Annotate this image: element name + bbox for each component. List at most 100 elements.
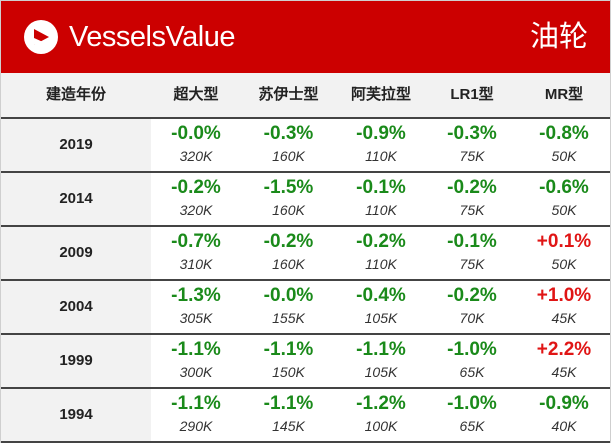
column-header: LR1型	[450, 86, 494, 103]
value-cell: -0.2% 70K	[426, 281, 518, 333]
header-banner: VesselsValue 油轮	[1, 1, 610, 73]
build-year-cell: 1999	[1, 335, 151, 387]
value-amount: 105K	[364, 364, 398, 380]
value-amount: 305K	[179, 310, 213, 326]
build-year-cell: 2009	[1, 227, 151, 279]
value-cell: -0.8% 50K	[518, 119, 610, 171]
value-amount: 290K	[179, 418, 213, 434]
vessel-category-title: 油轮	[529, 21, 588, 53]
percent-change: -1.3%	[171, 285, 221, 306]
value-amount: 75K	[459, 202, 485, 218]
value-cell: -0.9% 110K	[336, 119, 426, 171]
value-amount: 40K	[551, 418, 577, 434]
percent-change: -1.1%	[263, 393, 314, 414]
percent-change: -1.2%	[356, 393, 406, 414]
percent-change: -0.3%	[447, 123, 497, 144]
value-cell: -0.1% 110K	[336, 173, 426, 225]
table-row: 2014 -0.2% 320K -1.5% 160K -0.1% 110K -0.2% 75K -…	[1, 173, 610, 227]
value-cell: -1.1% 105K	[336, 335, 426, 387]
percent-change: -0.2%	[356, 231, 406, 252]
percent-change: -0.2%	[447, 285, 497, 306]
value-amount: 45K	[551, 364, 577, 380]
percent-change: -0.3%	[263, 123, 314, 144]
build-year-cell: 2014	[1, 173, 151, 225]
brand-name: VesselsValue	[69, 21, 235, 53]
value-amount: 50K	[551, 256, 577, 272]
value-amount: 160K	[272, 202, 305, 218]
percent-change: -1.1%	[356, 339, 406, 360]
column-header: 阿芙拉型	[350, 86, 411, 103]
table-row: 1999 -1.1% 300K -1.1% 150K -1.1% 105K -1.0% 65K +…	[1, 335, 610, 389]
value-cell: -0.1% 75K	[426, 227, 518, 279]
value-amount: 155K	[272, 310, 305, 326]
value-amount: 105K	[364, 310, 398, 326]
percent-change: -0.8%	[539, 123, 589, 144]
value-amount: 160K	[272, 256, 305, 272]
percent-change: -1.1%	[171, 339, 221, 360]
value-cell: -0.0% 155K	[241, 281, 336, 333]
percent-change: -0.9%	[356, 123, 406, 144]
percent-change: -1.5%	[263, 177, 314, 198]
value-amount: 145K	[272, 418, 305, 434]
percent-change: -0.1%	[356, 177, 406, 198]
build-year-cell: 1994	[1, 389, 151, 441]
value-cell: -0.7% 310K	[151, 227, 241, 279]
value-cell: -0.0% 320K	[151, 119, 241, 171]
percent-change: -1.1%	[263, 339, 314, 360]
build-year-cell: 2004	[1, 281, 151, 333]
value-cell: -1.1% 150K	[241, 335, 336, 387]
percent-change: -0.6%	[539, 177, 589, 198]
value-cell: +2.2% 45K	[518, 335, 610, 387]
value-amount: 50K	[551, 148, 577, 164]
value-amount: 110K	[365, 202, 397, 218]
value-cell: -0.3% 75K	[426, 119, 518, 171]
build-year-header: 建造年份	[45, 86, 106, 103]
percent-change: +0.1%	[536, 231, 592, 252]
percent-change: -0.7%	[171, 231, 221, 252]
value-amount: 65K	[459, 364, 485, 380]
value-amount: 50K	[551, 202, 577, 218]
value-amount: 65K	[459, 418, 485, 434]
value-cell: -1.1% 145K	[241, 389, 336, 441]
value-cell: -1.5% 160K	[241, 173, 336, 225]
percent-change: -0.2%	[263, 231, 314, 252]
percent-change: -1.0%	[447, 339, 497, 360]
value-cell: -0.4% 105K	[336, 281, 426, 333]
percent-change: -0.9%	[539, 393, 589, 414]
table-header: 建造年份 超大型 苏伊士型 阿芙拉型 LR1型 MR型	[1, 73, 610, 119]
value-cell: -0.2% 320K	[151, 173, 241, 225]
value-amount: 75K	[459, 148, 485, 164]
value-cell: -1.3% 305K	[151, 281, 241, 333]
value-cell: +1.0% 45K	[518, 281, 610, 333]
value-amount: 100K	[364, 418, 398, 434]
table-row: 2009 -0.7% 310K -0.2% 160K -0.2% 110K -0.1% 75K +…	[1, 227, 610, 281]
build-year-cell: 2019	[1, 119, 151, 171]
percent-change: +2.2%	[536, 339, 592, 360]
value-cell: -0.3% 160K	[241, 119, 336, 171]
value-cell: +0.1% 50K	[518, 227, 610, 279]
value-cell: -1.2% 100K	[336, 389, 426, 441]
vesselsvalue-logo-icon	[24, 20, 58, 54]
table-row: 2004 -1.3% 305K -0.0% 155K -0.4% 105K -0.2% 70K +…	[1, 281, 610, 335]
value-amount: 75K	[459, 256, 485, 272]
value-amount: 320K	[179, 148, 213, 164]
column-header: MR型	[544, 86, 584, 103]
value-cell: -1.0% 65K	[426, 389, 518, 441]
column-header: 超大型	[173, 86, 219, 103]
value-cell: -0.2% 110K	[336, 227, 426, 279]
value-cell: -0.2% 75K	[426, 173, 518, 225]
percent-change: -0.1%	[447, 231, 497, 252]
value-amount: 160K	[272, 148, 305, 164]
column-header: 苏伊士型	[258, 86, 319, 103]
table-row: 2019 -0.0% 320K -0.3% 160K -0.9% 110K -0.3% 75K -…	[1, 119, 610, 173]
value-amount: 110K	[365, 256, 397, 272]
value-cell: -1.1% 290K	[151, 389, 241, 441]
value-amount: 150K	[272, 364, 305, 380]
value-amount: 45K	[551, 310, 577, 326]
value-cell: -0.2% 160K	[241, 227, 336, 279]
value-cell: -1.1% 300K	[151, 335, 241, 387]
percent-change: -0.0%	[171, 123, 221, 144]
table-row: 1994 -1.1% 290K -1.1% 145K -1.2% 100K -1.0% 65K -…	[1, 389, 610, 443]
value-amount: 320K	[179, 202, 213, 218]
